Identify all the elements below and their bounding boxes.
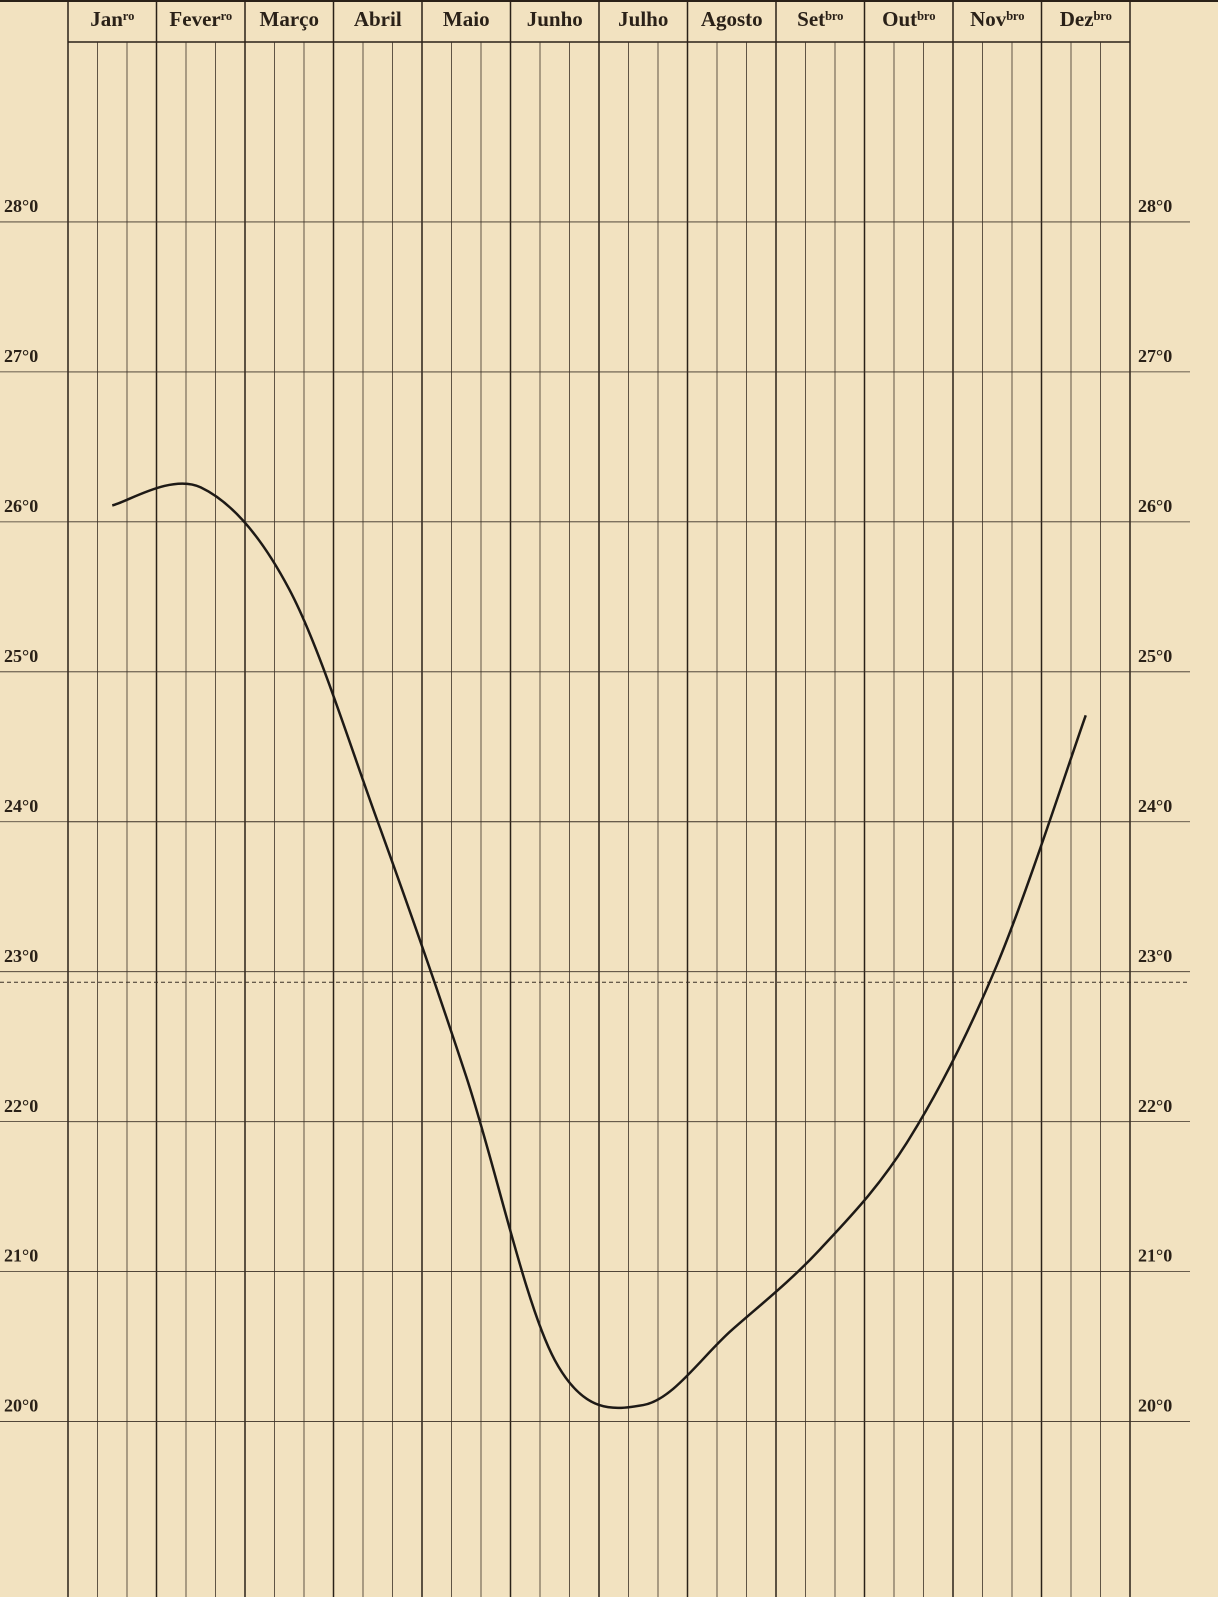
- y2-tick-label: 20°0: [1138, 1396, 1172, 1416]
- x-tick-label: Outᵇʳᵒ: [882, 7, 935, 31]
- y-tick-label: 28°0: [4, 196, 38, 216]
- y-tick-label: 20°0: [4, 1396, 38, 1416]
- y2-tick-label: 23°0: [1138, 946, 1172, 966]
- y-tick-label: 27°0: [4, 346, 38, 366]
- temperature-line: [111, 482, 1087, 1410]
- y2-tick-label: 22°0: [1138, 1096, 1172, 1116]
- y-tick-label: 25°0: [4, 646, 38, 666]
- x-tick-label: Julho: [618, 7, 668, 31]
- y2-tick-label: 24°0: [1138, 796, 1172, 816]
- x-tick-label: Abril: [354, 7, 402, 31]
- y-tick-label: 24°0: [4, 796, 38, 816]
- y2-tick-label: 25°0: [1138, 646, 1172, 666]
- y2-tick-label: 27°0: [1138, 346, 1172, 366]
- y2-tick-label: 21°0: [1138, 1246, 1172, 1266]
- x-tick-label: Agosto: [701, 7, 763, 31]
- x-tick-label: Dezᵇʳᵒ: [1060, 7, 1112, 31]
- y-tick-label: 21°0: [4, 1246, 38, 1266]
- y2-tick-label: 26°0: [1138, 496, 1172, 516]
- y-tick-label: 26°0: [4, 496, 38, 516]
- x-tick-label: Feverʳᵒ: [169, 7, 232, 31]
- x-tick-label: Junho: [527, 7, 583, 31]
- x-tick-label: Novᵇʳᵒ: [970, 7, 1024, 31]
- y-tick-label: 23°0: [4, 946, 38, 966]
- x-tick-label: Março: [260, 7, 319, 31]
- x-tick-label: Setᵇʳᵒ: [797, 7, 843, 31]
- x-tick-label: Maio: [443, 7, 490, 31]
- y-tick-label: 22°0: [4, 1096, 38, 1116]
- x-tick-label: Janʳᵒ: [90, 7, 134, 31]
- y2-tick-label: 28°0: [1138, 196, 1172, 216]
